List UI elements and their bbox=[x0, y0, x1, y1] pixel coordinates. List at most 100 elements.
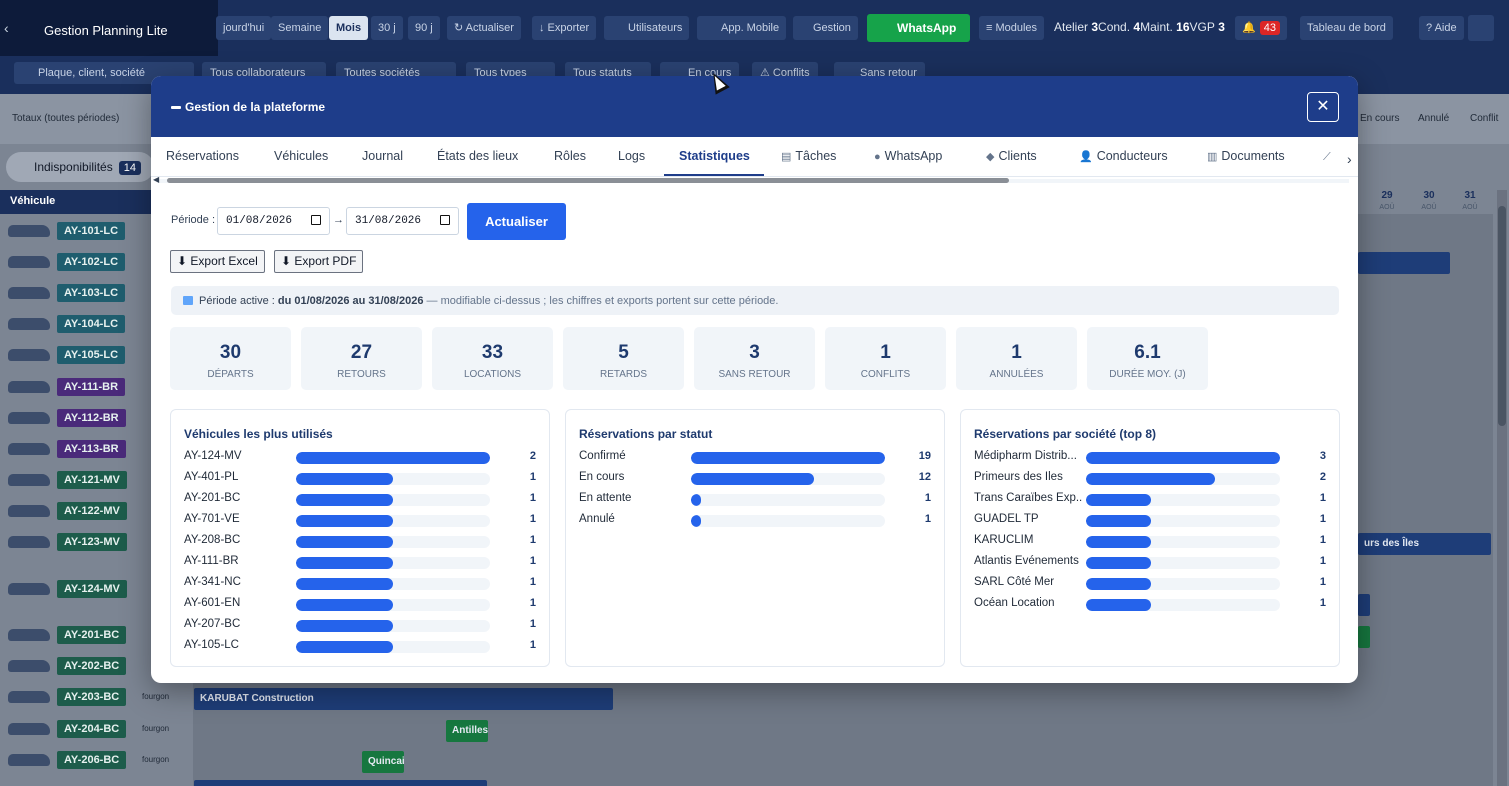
vehicle-row[interactable]: AY-204-BC fourgon bbox=[0, 720, 193, 740]
booking-bar[interactable] bbox=[1358, 594, 1370, 616]
vehicle-plate[interactable]: AY-204-BC bbox=[57, 720, 127, 738]
vehicle-plate[interactable]: AY-121-MV bbox=[57, 471, 127, 489]
date-to-input[interactable]: 31/08/2026 bbox=[346, 207, 459, 235]
bar-fill bbox=[1086, 515, 1151, 527]
vehicle-row[interactable]: AY-111-BR bbox=[0, 378, 193, 398]
tab-documents[interactable]: ▥ Documents bbox=[1207, 149, 1285, 163]
bar-row: Atlantis Événements 1 bbox=[974, 554, 1326, 570]
date-from-input[interactable]: 01/08/2026 bbox=[217, 207, 330, 235]
vehicle-plate[interactable]: AY-202-BC bbox=[57, 657, 127, 675]
wrench-icon[interactable]: ⟋ bbox=[1323, 151, 1331, 163]
booking-bar[interactable]: KARUBAT Construction bbox=[194, 688, 613, 710]
calendar-icon[interactable] bbox=[440, 215, 450, 225]
booking-bar[interactable] bbox=[1358, 252, 1450, 274]
vehicle-plate[interactable]: AY-203-BC bbox=[57, 688, 127, 706]
users-button[interactable]: Utilisateurs bbox=[604, 16, 690, 40]
tab-reservations[interactable]: Réservations bbox=[166, 149, 239, 163]
vehicle-plate[interactable]: AY-103-LC bbox=[57, 284, 126, 302]
help-button[interactable]: ? Aide bbox=[1419, 16, 1464, 40]
bar-track bbox=[296, 599, 490, 611]
bar-value: 1 bbox=[529, 639, 536, 651]
vehicle-plate[interactable]: AY-123-MV bbox=[57, 533, 127, 551]
booking-bar[interactable] bbox=[194, 780, 487, 786]
booking-bar[interactable]: Antilles bbox=[446, 720, 488, 742]
tab-etats-des-lieux[interactable]: États des lieux bbox=[437, 149, 519, 163]
bar-fill bbox=[296, 557, 393, 569]
refresh-button[interactable]: ↻ Actualiser bbox=[447, 16, 521, 40]
scroll-left-icon[interactable]: ◀ bbox=[153, 175, 160, 184]
vehicle-plate[interactable]: AY-122-MV bbox=[57, 502, 127, 520]
tabs-scroll-right-icon[interactable]: › bbox=[1347, 151, 1352, 167]
booking-bar[interactable] bbox=[1358, 626, 1370, 648]
modules-button[interactable]: ≡ Modules bbox=[979, 16, 1045, 40]
booking-bar[interactable]: urs des Îles bbox=[1358, 533, 1491, 555]
tab-whatsapp[interactable]: ● WhatsApp bbox=[874, 149, 943, 163]
vehicle-plate[interactable]: AY-102-LC bbox=[57, 253, 126, 271]
vehicle-row[interactable]: AY-113-BR bbox=[0, 440, 193, 460]
view-week-button[interactable]: Semaine bbox=[271, 16, 329, 40]
vehicle-row[interactable]: AY-206-BC fourgon bbox=[0, 751, 193, 771]
vehicle-plate[interactable]: AY-101-LC bbox=[57, 222, 126, 240]
logout-icon[interactable] bbox=[1468, 15, 1494, 41]
mobile-app-button[interactable]: App. Mobile bbox=[697, 16, 787, 40]
booking-bar[interactable]: Quincai bbox=[362, 751, 404, 773]
vehicle-type: fourgon bbox=[142, 692, 170, 701]
dashboard-button[interactable]: Tableau de bord bbox=[1300, 16, 1393, 40]
vehicle-row[interactable]: AY-201-BC bbox=[0, 626, 193, 646]
refresh-stats-button[interactable]: Actualiser bbox=[467, 203, 566, 240]
vehicle-row[interactable]: AY-124-MV bbox=[0, 580, 193, 600]
vehicle-row[interactable]: AY-122-MV bbox=[0, 502, 193, 522]
export-excel-button[interactable]: ⬇ Export Excel bbox=[170, 250, 265, 273]
tab-conducteurs[interactable]: 👤 Conducteurs bbox=[1079, 149, 1168, 163]
tab-vehicules[interactable]: Véhicules bbox=[274, 149, 329, 163]
tabs-scrollbar-thumb[interactable] bbox=[167, 178, 1009, 183]
gestion-button[interactable]: Gestion bbox=[793, 16, 858, 40]
tab-logs[interactable]: Logs bbox=[618, 149, 646, 163]
tabs-scrollbar[interactable]: ◀ bbox=[153, 175, 1349, 185]
vehicle-plate[interactable]: AY-206-BC bbox=[57, 751, 127, 769]
vehicle-row[interactable]: AY-112-BR bbox=[0, 409, 193, 429]
vehicle-row[interactable]: AY-203-BC fourgon bbox=[0, 688, 193, 708]
unavailability-tab[interactable]: Indisponibilités 14 bbox=[6, 152, 154, 182]
view-today-button[interactable]: jourd'hui bbox=[216, 16, 272, 40]
vehicle-row[interactable]: AY-202-BC bbox=[0, 657, 193, 677]
tab-statistiques[interactable]: Statistiques bbox=[679, 149, 750, 163]
vehicle-plate[interactable]: AY-105-LC bbox=[57, 346, 126, 364]
vehicle-row[interactable]: AY-123-MV bbox=[0, 533, 193, 553]
export-pdf-button[interactable]: ⬇ Export PDF bbox=[274, 250, 364, 273]
vertical-scrollbar[interactable] bbox=[1497, 190, 1507, 786]
bar-row: Médipharm Distrib... 3 bbox=[974, 449, 1326, 465]
vehicle-plate[interactable]: AY-112-BR bbox=[57, 409, 126, 427]
vehicle-row[interactable]: AY-104-LC bbox=[0, 315, 193, 335]
vehicle-row[interactable]: AY-103-LC bbox=[0, 284, 193, 304]
bar-row: En attente 1 bbox=[579, 491, 931, 507]
bar-track bbox=[691, 494, 885, 506]
back-chevron-icon[interactable]: ‹ bbox=[4, 20, 9, 36]
calendar-icon[interactable] bbox=[311, 215, 321, 225]
tab-roles[interactable]: Rôles bbox=[554, 149, 586, 163]
tab-journal[interactable]: Journal bbox=[362, 149, 403, 163]
tab-clients[interactable]: ◆ Clients bbox=[986, 149, 1037, 163]
vehicle-row[interactable]: AY-105-LC bbox=[0, 346, 193, 366]
vehicle-plate[interactable]: AY-104-LC bbox=[57, 315, 126, 333]
vehicle-plate[interactable]: AY-111-BR bbox=[57, 378, 126, 396]
tab-taches[interactable]: ▤ Tâches bbox=[781, 149, 837, 163]
bar-value: 1 bbox=[529, 513, 536, 525]
view-month-button[interactable]: Mois bbox=[329, 16, 369, 40]
vehicle-row[interactable]: AY-101-LC bbox=[0, 222, 193, 242]
scrollbar-thumb[interactable] bbox=[1498, 206, 1506, 426]
search-input[interactable]: Plaque, client, société bbox=[14, 62, 194, 84]
vehicle-plate[interactable]: AY-113-BR bbox=[57, 440, 126, 458]
vehicle-row[interactable]: AY-102-LC bbox=[0, 253, 193, 273]
whatsapp-button[interactable]: WhatsApp bbox=[867, 14, 971, 42]
vehicle-plate[interactable]: AY-124-MV bbox=[57, 580, 127, 598]
vehicle-plate[interactable]: AY-201-BC bbox=[57, 626, 127, 644]
view-30d-button[interactable]: 30 j bbox=[371, 16, 403, 40]
bar-row: Océan Location 1 bbox=[974, 596, 1326, 612]
status-counters: Atelier 3Cond. 4Maint. 16VGP 3 bbox=[1054, 20, 1225, 34]
alerts-button[interactable]: 🔔 43 bbox=[1235, 16, 1287, 40]
export-button[interactable]: ↓ Exporter bbox=[532, 16, 597, 40]
view-90d-button[interactable]: 90 j bbox=[408, 16, 440, 40]
vehicle-row[interactable]: AY-121-MV bbox=[0, 471, 193, 491]
close-icon[interactable]: ✕ bbox=[1307, 92, 1339, 122]
